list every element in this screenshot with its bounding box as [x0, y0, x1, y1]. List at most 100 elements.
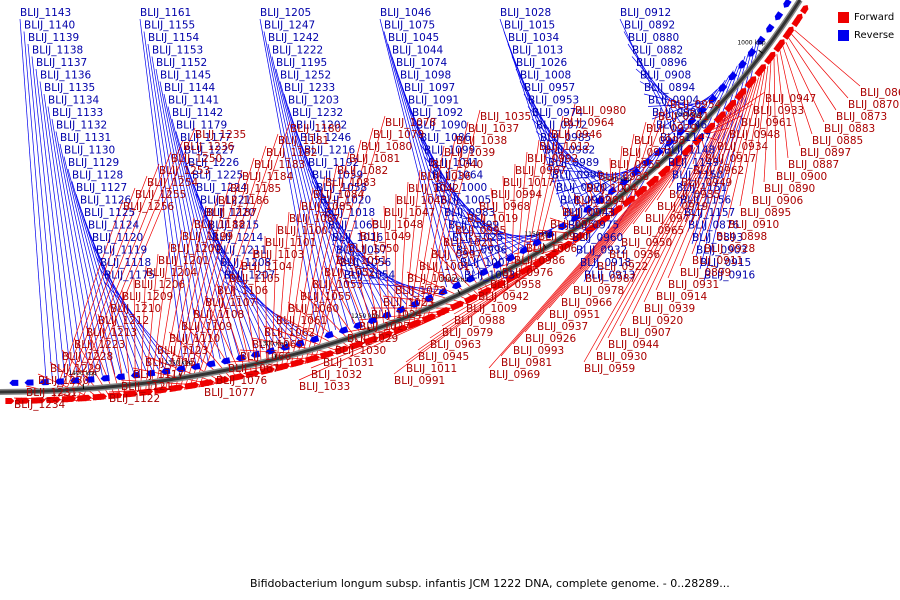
forward-gene-label: BLIJ_1043	[396, 195, 447, 207]
forward-connector-line	[81, 127, 196, 402]
forward-connector-line	[174, 181, 231, 392]
reverse-connector-line	[635, 68, 692, 118]
reverse-gene-arrow	[250, 350, 261, 358]
reverse-gene-label: BLIJ_1015	[504, 20, 555, 32]
forward-connector-line	[140, 265, 147, 396]
reverse-connector-line	[59, 143, 109, 376]
reverse-gene-label: BLIJ_1221	[200, 195, 251, 207]
reverse-connector-line	[323, 218, 413, 303]
reverse-gene-label: BLIJ_1098	[400, 70, 451, 82]
forward-gene-label: BLIJ_0962	[693, 165, 744, 177]
reverse-gene-arrow	[757, 35, 766, 45]
reverse-gene-arrow	[583, 204, 593, 213]
scale-tick-mark	[694, 122, 699, 128]
forward-gene-label: BLIJ_1040	[432, 159, 483, 171]
reverse-connector-line	[223, 281, 312, 338]
forward-connector-line	[692, 143, 699, 165]
forward-gene-arrow	[767, 51, 776, 61]
reverse-gene-arrow	[747, 47, 757, 57]
reverse-connector-line	[27, 43, 59, 379]
reverse-gene-label: BLIJ_1214	[212, 232, 264, 244]
reverse-gene-label: BLIJ_1135	[44, 82, 95, 94]
forward-gene-label: BLIJ_1101	[265, 237, 316, 249]
reverse-gene-label: BLIJ_1041	[428, 157, 479, 169]
forward-gene-label: BLIJ_1212	[98, 315, 149, 327]
reverse-gene-label: BLIJ_0952	[560, 195, 611, 207]
reverse-connector-line	[103, 281, 178, 367]
reverse-gene-arrow	[607, 186, 617, 195]
forward-connector-line	[193, 133, 279, 389]
reverse-gene-label: BLIJ_1044	[392, 45, 444, 57]
forward-gene-arrow	[235, 373, 245, 381]
forward-gene-label: BLIJ_1049	[360, 231, 411, 243]
reverse-gene-arrow	[280, 343, 290, 351]
reverse-connector-line	[83, 218, 147, 372]
forward-gene-label: BLIJ_1100	[277, 225, 328, 237]
legend-reverse: Reverse	[838, 26, 894, 44]
reverse-gene-arrow	[783, 0, 792, 8]
forward-gene-label: BLIJ_0949	[681, 177, 732, 189]
forward-gene-arrow	[776, 39, 785, 49]
forward-connector-line	[524, 189, 648, 333]
forward-gene-label: BLIJ_1115	[145, 357, 196, 369]
forward-connector-line	[572, 177, 663, 285]
forward-connector-line	[615, 145, 623, 215]
reverse-connector-line	[203, 218, 282, 346]
forward-connector-line	[304, 139, 362, 364]
reverse-gene-label: BLIJ_0943	[564, 207, 615, 219]
forward-gene-label: BLIJ_0936	[609, 249, 661, 261]
forward-gene-arrow	[785, 26, 794, 36]
forward-connector-line	[619, 107, 734, 327]
forward-gene-arrow	[588, 223, 598, 232]
reverse-gene-label: BLIJ_1058	[316, 182, 367, 194]
forward-gene-label: BLIJ_1186	[218, 195, 270, 207]
reverse-connector-line	[451, 233, 546, 245]
reverse-connector-line	[619, 18, 675, 135]
forward-gene-label: BLIJ_1201	[158, 255, 209, 267]
reverse-gene-arrow	[708, 94, 718, 103]
forward-gene-label: BLIJ_1234	[14, 399, 66, 411]
scale-tick-mark	[274, 353, 277, 360]
forward-gene-label: BLIJ_1107	[205, 297, 256, 309]
reverse-gene-label: BLIJ_1005	[440, 195, 491, 207]
forward-connector-line	[739, 69, 766, 207]
forward-connector-line	[417, 133, 457, 326]
reverse-connector-line	[35, 68, 72, 378]
reverse-connector-line	[319, 206, 407, 305]
forward-gene-label: BLIJ_1055	[300, 291, 351, 303]
forward-gene-label: BLIJ_0954	[670, 99, 722, 111]
forward-gene-label: BLIJ_1002	[407, 273, 458, 285]
reverse-gene-label: BLIJ_1161	[140, 7, 191, 19]
reverse-gene-label: BLIJ_0932	[576, 245, 627, 257]
forward-gene-arrow	[684, 144, 694, 154]
reverse-gene-label: BLIJ_1034	[508, 32, 560, 44]
reverse-connector-line	[627, 43, 683, 126]
forward-gene-label: BLIJ_0938	[598, 171, 649, 183]
reverse-gene-label: BLIJ_1138	[32, 45, 83, 57]
reverse-connector-line	[207, 231, 288, 344]
reverse-gene-label: BLIJ_1090	[416, 120, 467, 132]
forward-gene-label: BLIJ_1029	[347, 333, 398, 345]
reverse-gene-label: BLIJ_0912	[620, 7, 671, 19]
forward-gene-label: BLIJ_0907	[620, 327, 671, 339]
forward-connector-line	[782, 46, 813, 135]
forward-gene-label: BLIJ_0883	[824, 123, 875, 135]
forward-gene-label: BLIJ_0980	[575, 105, 626, 117]
forward-gene-label: BLIJ_0917	[705, 153, 756, 165]
scale-tick-label: 1000 kbp	[737, 40, 765, 47]
reverse-gene-label: BLIJ_1157	[684, 207, 735, 219]
forward-gene-label: BLIJ_1048	[372, 219, 423, 231]
reverse-connector-line	[259, 18, 319, 336]
reverse-gene-label: BLIJ_1086	[420, 132, 472, 144]
forward-gene-arrow	[295, 358, 305, 367]
reverse-gene-arrow	[115, 373, 125, 380]
forward-gene-label: BLIJ_0986	[514, 255, 566, 267]
scale-tick-label: 1350 kbp	[164, 359, 192, 366]
forward-gene-label: BLIJ_1183	[254, 159, 305, 171]
reverse-connector-line	[539, 143, 618, 184]
reverse-gene-label: BLIJ_0876	[688, 220, 740, 232]
reverse-gene-label: BLIJ_0904	[648, 95, 700, 107]
reverse-gene-label: BLIJ_0999	[448, 220, 499, 232]
reverse-gene-label: BLIJ_1136	[40, 70, 92, 82]
reverse-gene-label: BLIJ_1208	[220, 257, 271, 269]
